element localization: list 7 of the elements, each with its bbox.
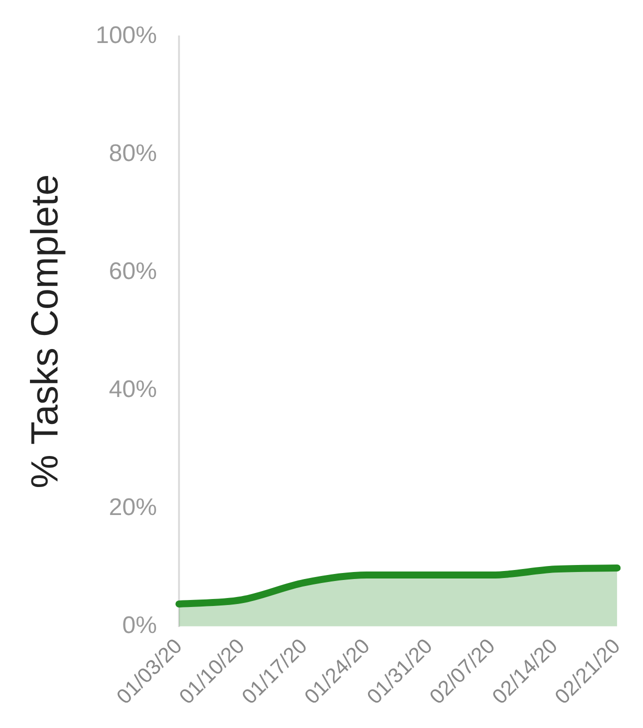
y-axis-title: % Tasks Complete [24,174,66,488]
y-tick-label: 80% [108,140,157,168]
y-tick-label: 100% [96,22,157,50]
y-tick-label: 60% [108,258,157,286]
y-tick-label: 20% [108,494,157,522]
y-tick-label: 40% [108,376,157,404]
y-tick-label: 0% [122,612,157,640]
